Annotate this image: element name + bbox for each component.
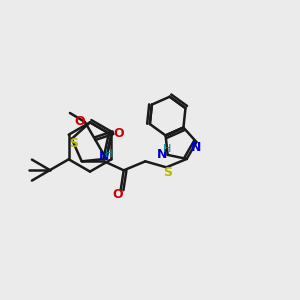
Text: H: H <box>163 144 171 154</box>
Text: S: S <box>69 137 78 150</box>
Text: O: O <box>113 127 124 140</box>
Text: N: N <box>191 141 202 154</box>
Text: N: N <box>99 150 109 163</box>
Text: O: O <box>112 188 123 201</box>
Text: S: S <box>163 166 172 178</box>
Text: N: N <box>157 148 167 161</box>
Text: H: H <box>104 149 113 159</box>
Text: O: O <box>74 115 85 128</box>
